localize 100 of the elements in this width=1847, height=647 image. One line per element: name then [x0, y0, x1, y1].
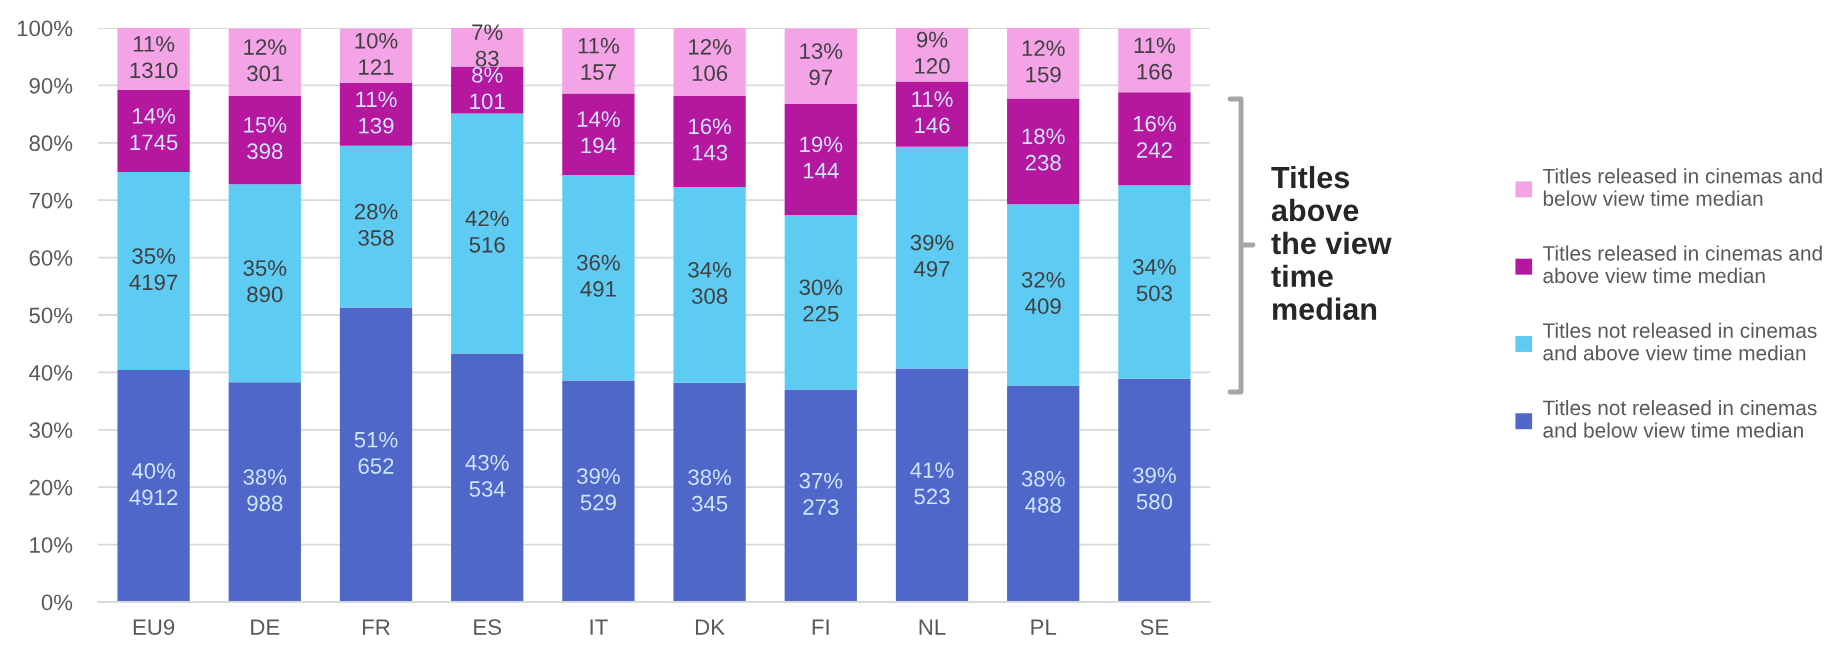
- data-label: 51% 652: [354, 431, 398, 474]
- data-label: 11% 1310: [130, 36, 178, 79]
- y-tick-label: 40%: [29, 364, 73, 381]
- data-label: 28% 358: [354, 203, 398, 246]
- bar: [562, 93, 635, 175]
- data-label: 8% 101: [470, 67, 505, 110]
- bar: [784, 215, 857, 390]
- bar: [228, 95, 301, 185]
- y-tick-label: 20%: [29, 479, 73, 496]
- data-label: 16% 143: [689, 118, 732, 161]
- bar: [562, 174, 635, 381]
- data-label: 38% 988: [243, 469, 287, 512]
- data-label: 11% 139: [356, 91, 397, 134]
- x-tick-label: IT: [590, 619, 608, 635]
- y-tick-label: 0%: [41, 594, 73, 611]
- x-tick-label: DK: [695, 619, 725, 635]
- data-label: 32% 409: [1021, 271, 1065, 315]
- y-tick-label: 70%: [29, 192, 73, 209]
- bar: [339, 83, 413, 146]
- data-label: 12% 301: [244, 39, 287, 82]
- data-label: 34% 308: [688, 261, 732, 305]
- data-label: 36% 491: [577, 254, 620, 297]
- bar: [784, 389, 857, 602]
- data-label: 12% 159: [1022, 40, 1065, 83]
- data-label: 43% 534: [465, 454, 509, 497]
- data-label: 34% 503: [1133, 259, 1176, 302]
- data-label: 42% 516: [465, 210, 509, 253]
- data-label: 18% 238: [1022, 128, 1065, 171]
- legend-label: Titles released in cinemas and above view time median: [1542, 245, 1822, 284]
- bar: [895, 146, 969, 369]
- bar: [117, 370, 190, 602]
- bar: [895, 28, 969, 82]
- x-tick-label: DE: [251, 619, 280, 635]
- bar: [1118, 378, 1191, 602]
- bar: [339, 307, 413, 602]
- bar: [1007, 204, 1080, 386]
- legend-label: Titles not released in cinemas and above view time median: [1542, 322, 1817, 361]
- bar: [784, 28, 857, 104]
- y-tick-label: 90%: [29, 77, 73, 94]
- bar: [1118, 92, 1191, 186]
- data-label: 35% 890: [243, 260, 287, 303]
- bar: [451, 353, 524, 602]
- text: Titles above the view time median: [1271, 165, 1392, 321]
- y-tick-label: 10%: [30, 537, 73, 553]
- x-tick-label: NL: [919, 619, 946, 635]
- data-label: 37% 273: [799, 472, 843, 515]
- x-tick-label: FI: [812, 619, 829, 635]
- bar: [228, 184, 301, 383]
- data-label: 15% 398: [244, 117, 287, 160]
- data-label: 41% 523: [910, 462, 954, 505]
- data-label: 39% 580: [1133, 467, 1176, 510]
- bar: [117, 89, 190, 173]
- data-label: 39% 497: [910, 234, 954, 277]
- bar: [1007, 28, 1080, 99]
- x-tick-label: FR: [363, 619, 390, 635]
- x-tick-label: EU9: [133, 619, 175, 635]
- y-tick-label: 50%: [29, 307, 73, 324]
- data-label: 11% 146: [912, 91, 953, 134]
- data-label: 13% 97: [800, 43, 843, 86]
- data-label: 40% 4912: [129, 463, 178, 506]
- data-label: 38% 488: [1021, 470, 1065, 513]
- bar: [1118, 28, 1191, 93]
- bar: [228, 382, 301, 602]
- bar: [117, 172, 190, 371]
- y-tick-label: 60%: [29, 250, 73, 266]
- data-label: 19% 144: [800, 136, 843, 179]
- legend-label: Titles released in cinemas and below view time median: [1542, 168, 1822, 206]
- data-label: 38% 345: [688, 469, 732, 512]
- x-tick-label: SE: [1140, 619, 1169, 635]
- bar: [339, 145, 413, 308]
- legend-label: Titles not released in cinemas and below view time median: [1542, 399, 1817, 438]
- bar: [451, 113, 524, 354]
- bar: [1118, 185, 1191, 379]
- bar: [451, 66, 524, 114]
- data-label: 30% 225: [799, 279, 843, 322]
- bar: [673, 382, 746, 602]
- data-label: 16% 242: [1133, 115, 1176, 158]
- bar: [895, 81, 969, 147]
- bar: [1007, 385, 1080, 602]
- bar: [1007, 98, 1080, 205]
- y-tick-label: 30%: [29, 422, 73, 439]
- bar: [784, 103, 857, 216]
- bar: [895, 368, 969, 602]
- data-label: 35% 4197: [129, 248, 178, 291]
- bar: [562, 28, 635, 94]
- data-label: 39% 529: [577, 468, 620, 511]
- bar: [673, 95, 746, 187]
- data-label: 10% 121: [355, 32, 398, 75]
- bar: [117, 28, 190, 90]
- x-tick-label: PL: [1031, 619, 1057, 635]
- bar: [562, 380, 635, 602]
- data-label: 9% 120: [915, 31, 950, 74]
- data-label: 11% 157: [578, 37, 620, 80]
- data-label: 14% 1745: [130, 108, 178, 151]
- bar: [673, 187, 746, 383]
- data-label: 14% 194: [577, 111, 620, 154]
- y-tick-label: 80%: [29, 135, 73, 152]
- bar: [228, 28, 301, 96]
- data-label: 11% 166: [1134, 37, 1176, 80]
- bar: [673, 28, 746, 96]
